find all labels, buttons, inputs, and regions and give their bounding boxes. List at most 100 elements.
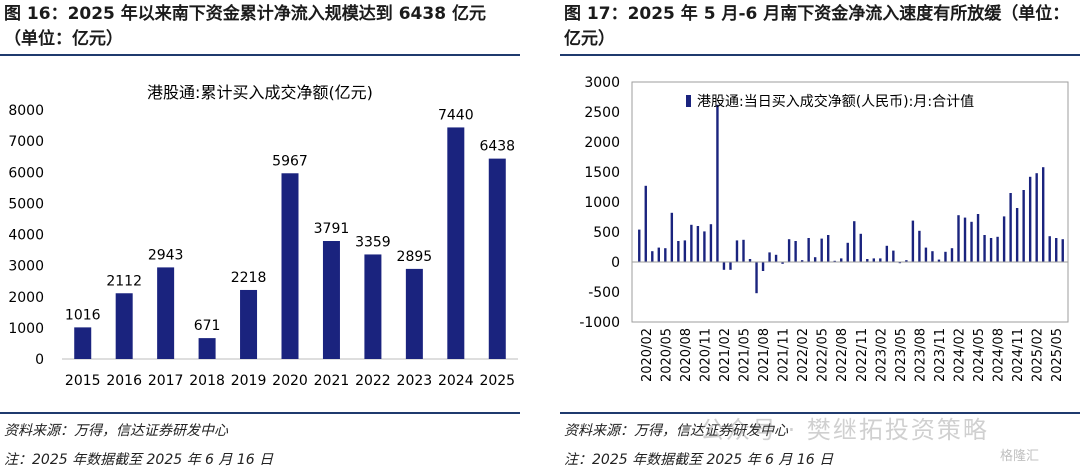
- bar: [1022, 190, 1025, 262]
- bar: [833, 260, 836, 262]
- y-tick-label: 0: [611, 255, 620, 271]
- x-tick-label: 2024/08: [992, 328, 1007, 382]
- bar-data-label: 5967: [272, 153, 308, 169]
- bar: [115, 293, 133, 359]
- bar: [963, 217, 967, 262]
- bar-data-label: 2943: [148, 247, 184, 263]
- bar: [322, 241, 340, 359]
- bar: [879, 258, 882, 262]
- x-tick-label: 2021/02: [718, 328, 733, 382]
- bar: [996, 236, 999, 262]
- bar: [918, 230, 921, 262]
- right-date-note: 注：2025 年数据截至 2025 年 6 月 16 日: [564, 452, 834, 468]
- bar: [670, 212, 674, 262]
- right-monthly-inflow-chart: -1000 -500 0 500 1000 1500 2000 2500 3000 2020/02…: [579, 75, 1069, 382]
- y-tick-label: 7000: [8, 134, 44, 150]
- bar: [761, 262, 765, 271]
- bar: [1009, 193, 1012, 262]
- bar-data-label: 2895: [397, 249, 433, 265]
- bar: [872, 258, 876, 262]
- y-tick-label: 1000: [8, 321, 44, 337]
- left-figure-panel: 图 16：2025 年以来南下资金累计净流入规模达到 6438 亿元（单位：亿元…: [0, 0, 520, 470]
- y-tick-label: 2000: [584, 135, 620, 151]
- bar: [709, 224, 713, 262]
- bar: [813, 257, 817, 262]
- bar: [74, 327, 92, 359]
- bar: [866, 259, 869, 262]
- left-cumulative-inflow-chart: 港股通:累计买入成交净额(亿元) 0 1000 2000 3000 4000 5000 600…: [8, 83, 518, 389]
- bar: [853, 221, 856, 262]
- bar-data-label: 6438: [479, 139, 515, 155]
- bar: [768, 252, 771, 262]
- legend-swatch: [686, 95, 691, 107]
- x-tick-label: 2016: [106, 373, 142, 389]
- y-tick-label: 1000: [584, 195, 620, 211]
- y-tick-label: 3000: [584, 75, 620, 91]
- x-tick-label: 2021: [314, 373, 350, 389]
- y-tick-label: 3000: [8, 259, 44, 275]
- y-tick-label: 6000: [8, 165, 44, 181]
- x-tick-label: 2023/02: [874, 328, 889, 382]
- x-tick-label: 2023/08: [913, 328, 928, 382]
- x-tick-label: 2021/08: [757, 328, 772, 382]
- y-tick-label: 0: [35, 352, 44, 368]
- y-tick-label: 2500: [584, 105, 620, 121]
- x-tick-label: 2022/05: [816, 328, 831, 382]
- legend-label: 港股通:当日买入成交净额(人民币):月:合计值: [697, 93, 974, 110]
- bar: [651, 251, 654, 262]
- plot-frame: [631, 81, 1069, 323]
- bar: [970, 221, 973, 262]
- bar: [240, 289, 258, 359]
- bar: [657, 247, 661, 262]
- bar: [898, 262, 902, 264]
- bar: [1041, 167, 1045, 262]
- left-title-rule: [0, 54, 520, 56]
- x-tick-label: 2024/02: [953, 328, 968, 382]
- bar: [944, 251, 947, 262]
- x-tick-label: 2018: [189, 373, 225, 389]
- x-tick-label: 2024: [438, 373, 474, 389]
- x-tick-label: 2020/02: [640, 328, 655, 382]
- bar: [826, 235, 830, 262]
- bar: [911, 220, 915, 262]
- bar: [1035, 173, 1038, 262]
- x-tick-label: 2020/11: [698, 328, 713, 382]
- bar: [937, 259, 941, 262]
- bar: [755, 262, 758, 294]
- bar: [488, 158, 506, 359]
- chart-title: 港股通:累计买入成交净额(亿元): [147, 83, 373, 102]
- bar: [729, 262, 732, 270]
- watermark-logo-text: 格隆汇: [1000, 449, 1040, 464]
- y-tick-label: 5000: [8, 196, 44, 212]
- bar: [1048, 236, 1051, 262]
- x-tick-label: 2021/05: [738, 328, 753, 382]
- bar-data-label: 2112: [106, 273, 142, 289]
- bar: [846, 242, 849, 262]
- bar: [157, 267, 175, 359]
- right-figure-title: 图 17：2025 年 5 月-6 月南下资金净流入速度有所放缓（单位：亿元）: [564, 4, 1070, 49]
- right-source-note: 资料来源：万得，信达证券研发中心: [564, 423, 788, 439]
- y-tick-label: -500: [588, 285, 620, 301]
- bar: [1002, 216, 1006, 262]
- bar: [983, 235, 986, 262]
- bar: [950, 248, 954, 262]
- bar: [1061, 239, 1064, 262]
- bar: [859, 233, 862, 262]
- bar: [742, 239, 745, 262]
- bar: [800, 260, 804, 262]
- bar: [664, 248, 667, 262]
- x-tick-label: 2022/11: [855, 328, 870, 382]
- bar-data-label: 1016: [65, 307, 101, 323]
- bar: [683, 240, 687, 262]
- x-tick-label: 2020: [272, 373, 308, 389]
- bar: [781, 262, 784, 264]
- x-tick-label: 2020/05: [659, 328, 674, 382]
- x-tick-label: 2022/08: [835, 328, 850, 382]
- bar: [364, 254, 382, 359]
- bar: [957, 215, 960, 262]
- x-tick-label: 2025: [479, 373, 515, 389]
- bar: [885, 245, 889, 262]
- bar-data-label: 2218: [231, 270, 267, 286]
- bar-data-label: 7440: [438, 107, 474, 123]
- bar: [774, 254, 778, 262]
